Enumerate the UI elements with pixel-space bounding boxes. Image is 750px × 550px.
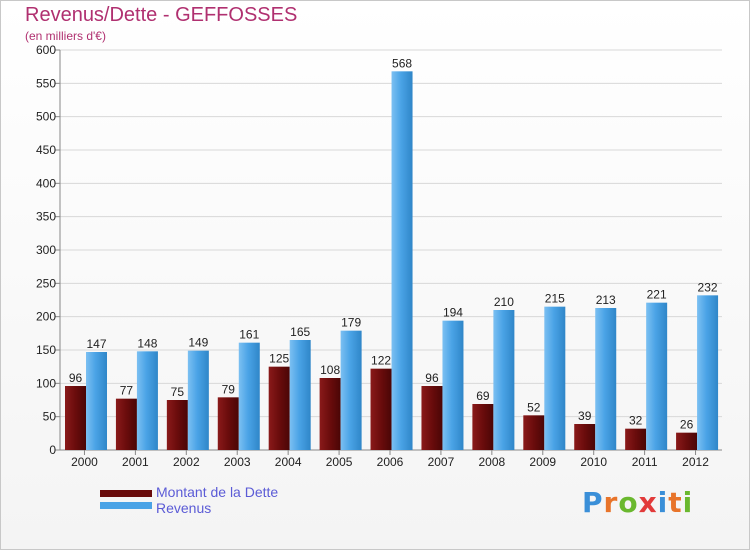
legend-swatch-revenue [100, 502, 152, 509]
bar-debt [370, 368, 392, 450]
y-tick-label: 500 [36, 110, 56, 124]
y-tick-label: 600 [36, 43, 56, 57]
y-tick-label: 50 [43, 410, 57, 424]
bar-revenue [442, 320, 464, 450]
bar-revenue [391, 71, 413, 450]
bar-revenue [136, 351, 158, 450]
logo-letter: t [668, 486, 683, 519]
bar-debt [421, 386, 443, 450]
data-label-revenue: 147 [86, 337, 106, 351]
bar-debt [625, 428, 647, 450]
logo-letter: i [657, 486, 669, 519]
bar-debt [115, 398, 137, 450]
data-label-revenue: 165 [290, 325, 310, 339]
data-label-revenue: 213 [596, 293, 616, 307]
x-tick-label: 2003 [224, 455, 251, 469]
data-label-debt: 75 [171, 385, 185, 399]
y-tick-label: 450 [36, 143, 56, 157]
bar-debt [472, 404, 494, 450]
bar-revenue [187, 350, 209, 450]
logo-letter: o [618, 486, 639, 519]
data-label-debt: 79 [222, 382, 236, 396]
y-tick-label: 200 [36, 310, 56, 324]
data-label-debt: 125 [269, 352, 289, 366]
x-tick-label: 2000 [71, 455, 98, 469]
data-label-debt: 39 [578, 409, 592, 423]
bar-debt [65, 386, 86, 450]
data-label-revenue: 149 [188, 336, 208, 350]
bar-debt [268, 366, 290, 450]
bar-revenue [646, 302, 668, 450]
x-tick-label: 2002 [173, 455, 200, 469]
x-tick-label: 2011 [632, 455, 658, 469]
x-tick-label: 2008 [478, 455, 505, 469]
bar-revenue [544, 306, 566, 450]
data-label-debt: 77 [120, 384, 134, 398]
data-label-debt: 32 [629, 414, 643, 428]
bar-revenue [289, 340, 311, 450]
data-label-revenue: 194 [443, 306, 463, 320]
y-tick-label: 550 [36, 76, 56, 90]
proxiti-logo: Proxiti [582, 486, 693, 519]
legend-swatch-debt [100, 490, 152, 497]
data-label-debt: 26 [680, 418, 694, 432]
chart-subtitle: (en milliers d'€) [25, 29, 106, 43]
x-tick-label: 2009 [529, 455, 556, 469]
x-tick-label: 2001 [122, 455, 149, 469]
logo-letter: r [603, 486, 619, 519]
bar-revenue [595, 308, 617, 450]
data-label-revenue: 221 [647, 288, 667, 302]
logo-letter: P [582, 486, 604, 519]
data-label-revenue: 148 [137, 336, 157, 350]
bar-revenue [86, 352, 107, 450]
x-tick-label: 2006 [377, 455, 404, 469]
logo-letter: x [638, 486, 658, 519]
y-tick-label: 250 [36, 276, 56, 290]
y-tick-label: 100 [36, 376, 56, 390]
data-label-debt: 96 [69, 371, 83, 385]
data-label-debt: 96 [425, 371, 439, 385]
legend-label-debt: Montant de la Dette [156, 484, 279, 500]
data-label-debt: 122 [371, 354, 391, 368]
bar-revenue [238, 342, 260, 450]
data-label-revenue: 215 [545, 292, 565, 306]
x-tick-label: 2007 [428, 455, 455, 469]
y-tick-label: 150 [36, 343, 56, 357]
chart-title: Revenus/Dette - GEFFOSSES [25, 4, 298, 26]
bar-revenue [697, 295, 719, 450]
bar-debt [574, 424, 596, 450]
data-label-debt: 108 [320, 363, 340, 377]
data-label-revenue: 568 [392, 56, 412, 70]
y-tick-label: 400 [36, 176, 56, 190]
bar-debt [217, 397, 239, 450]
data-label-revenue: 210 [494, 295, 514, 309]
data-label-revenue: 179 [341, 316, 361, 330]
bar-debt [319, 378, 341, 450]
bar-debt [166, 400, 188, 450]
data-label-debt: 52 [527, 400, 541, 414]
data-label-debt: 69 [476, 389, 490, 403]
data-label-revenue: 161 [239, 328, 259, 342]
x-tick-label: 2010 [580, 455, 607, 469]
y-tick-label: 300 [36, 243, 56, 257]
bar-revenue [493, 310, 515, 450]
x-tick-label: 2012 [682, 455, 709, 469]
x-tick-label: 2004 [275, 455, 302, 469]
bar-revenue [340, 330, 362, 450]
data-label-revenue: 232 [698, 280, 718, 294]
legend-label-revenue: Revenus [156, 500, 212, 516]
x-tick-label: 2005 [326, 455, 353, 469]
logo-letter: i [682, 486, 694, 519]
bar-debt [676, 432, 698, 450]
y-tick-label: 0 [49, 443, 56, 457]
y-tick-label: 350 [36, 210, 56, 224]
bar-debt [523, 415, 545, 450]
